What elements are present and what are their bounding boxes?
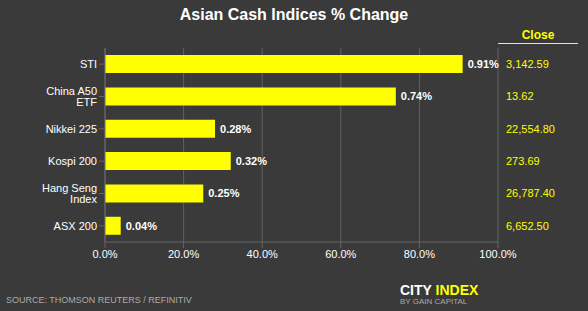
html-text:Asian Cash Indices % Change: Asian Cash Indices % Change [179, 6, 409, 23]
svg-text:0.28%: 0.28% [220, 123, 251, 135]
html-text:BY GAIN CAPITAL: BY GAIN CAPITAL [400, 297, 468, 307]
svg-text:0.25%: 0.25% [208, 187, 239, 199]
svg-text:ASX 200: ASX 200 [54, 220, 97, 232]
svg-text:0.74%: 0.74% [401, 90, 432, 102]
html-text:CITY INDEX: CITY INDEX [400, 281, 479, 298]
svg-text:Kospi 200: Kospi 200 [48, 155, 97, 167]
svg-text:13.62: 13.62 [506, 90, 534, 102]
svg-text:80.0%: 80.0% [404, 248, 435, 260]
svg-text:0.32%: 0.32% [236, 155, 267, 167]
svg-text:0.04%: 0.04% [126, 220, 157, 232]
svg-text:STI: STI [80, 58, 97, 70]
svg-text:273.69: 273.69 [506, 155, 540, 167]
svg-text:22,554.80: 22,554.80 [506, 123, 555, 135]
svg-text:20.0%: 20.0% [168, 248, 199, 260]
svg-text:40.0%: 40.0% [247, 248, 278, 260]
svg-text:6,652.50: 6,652.50 [506, 220, 549, 232]
svg-text:0.91%: 0.91% [468, 58, 499, 70]
html-text:SOURCE: THOMSON REUTERS / REFI: SOURCE: THOMSON REUTERS / REFINITIV [6, 295, 192, 305]
svg-text:0.0%: 0.0% [92, 248, 117, 260]
html-text:Close: Close [521, 28, 555, 42]
svg-text:100.0%: 100.0% [479, 248, 517, 260]
svg-text:26,787.40: 26,787.40 [506, 187, 555, 199]
svg-text:Nikkei 225: Nikkei 225 [46, 123, 97, 135]
svg-text:60.0%: 60.0% [325, 248, 356, 260]
svg-text:Hang SengIndex: Hang SengIndex [42, 182, 98, 205]
svg-text:China A50ETF: China A50ETF [46, 85, 97, 108]
svg-text:3,142.59: 3,142.59 [506, 58, 549, 70]
